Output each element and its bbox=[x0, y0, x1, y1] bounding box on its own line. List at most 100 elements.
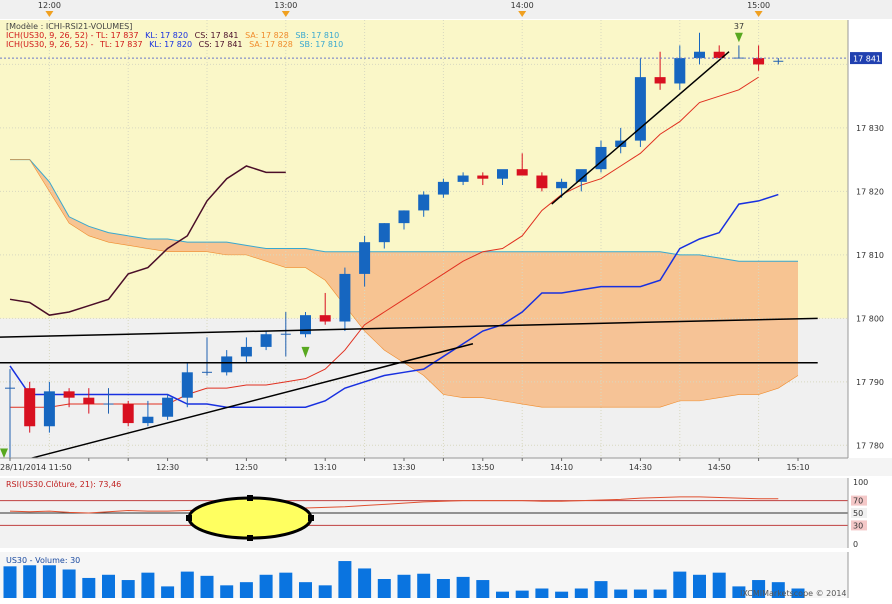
volume-bar bbox=[555, 591, 569, 598]
time-tick-label: 13:30 bbox=[392, 463, 415, 472]
volume-bar bbox=[220, 585, 234, 598]
time-tick-label: 12:30 bbox=[156, 463, 179, 472]
copyright: IXCMIMarketscope © 2014 bbox=[740, 589, 847, 598]
trendline bbox=[19, 343, 474, 462]
volume-bar bbox=[712, 572, 726, 598]
rsi-tick-box bbox=[851, 508, 867, 518]
volume-bar bbox=[82, 577, 96, 598]
time-tick-label: 14:30 bbox=[629, 463, 652, 472]
candle-body bbox=[319, 315, 331, 322]
candle-body bbox=[142, 416, 154, 424]
time-tick-label: 14:10 bbox=[550, 463, 573, 472]
volume-bar bbox=[397, 574, 411, 598]
rsi-tick-label: 30 bbox=[853, 521, 863, 530]
candle-body bbox=[595, 146, 607, 170]
volume-bar bbox=[515, 590, 529, 598]
tenkan-value: TL: 17 837 bbox=[100, 40, 143, 49]
volume-bar bbox=[299, 582, 312, 598]
ichimoku-id: ICH(US30, 9, 26, 52) - bbox=[6, 40, 94, 49]
candle-body bbox=[181, 372, 193, 398]
volume-bar bbox=[574, 588, 588, 598]
volume-bar bbox=[23, 565, 37, 598]
volume-bar bbox=[496, 591, 509, 598]
time-marker-icon bbox=[281, 11, 290, 17]
rsi-tick-label: 50 bbox=[853, 509, 863, 518]
time-tick-label: 13:50 bbox=[471, 463, 494, 472]
candle-body bbox=[240, 346, 252, 357]
candle-body bbox=[43, 391, 55, 427]
span-b-value: SB: 17 810 bbox=[295, 31, 340, 40]
volume-bar bbox=[673, 571, 687, 598]
rsi-tick-label: 70 bbox=[853, 497, 863, 506]
tenkan-sen-line bbox=[10, 76, 759, 408]
volume-label: US30 - Volume: 30 bbox=[6, 556, 81, 565]
green-arrow-icon bbox=[0, 448, 8, 458]
ellipse-handle bbox=[186, 515, 192, 521]
volume-bar bbox=[141, 572, 155, 598]
model-label: [Modèle : ICHI-RSI21-VOLUMES] bbox=[6, 22, 133, 31]
price-tick-label: 17 800 bbox=[856, 314, 884, 323]
candle-body bbox=[339, 273, 351, 322]
volume-bar bbox=[180, 571, 194, 598]
ichimoku-legend-row-1: ICH(US30, 9, 26, 52) - TL: 17 837 KL: 17… bbox=[6, 31, 343, 40]
time-marker-icon bbox=[518, 11, 527, 17]
price-tick-label: 17 820 bbox=[856, 187, 884, 196]
price-tick-label: 17 810 bbox=[856, 251, 884, 260]
volume-bar bbox=[633, 589, 647, 598]
point-label: 37 bbox=[734, 22, 744, 31]
volume-bar bbox=[791, 588, 805, 598]
volume-bar bbox=[358, 568, 372, 598]
chikou-span-line bbox=[9, 165, 286, 316]
top-time-label: 13:00 bbox=[274, 1, 297, 10]
candle-body bbox=[83, 397, 95, 405]
candle-body bbox=[359, 242, 371, 274]
candle-body bbox=[536, 175, 548, 189]
candle-body bbox=[122, 404, 134, 424]
top-time-label: 15:00 bbox=[747, 1, 770, 10]
trendline bbox=[0, 317, 818, 338]
rsi-tick-box bbox=[851, 477, 867, 487]
candle-body bbox=[300, 315, 311, 335]
candle-body bbox=[634, 77, 646, 141]
volume-bar bbox=[476, 580, 490, 598]
ellipse-handle bbox=[308, 515, 314, 521]
senkou-span-b-line bbox=[10, 159, 798, 262]
kijun-value: KL: 17 820 bbox=[145, 31, 189, 40]
candle-body bbox=[457, 175, 469, 182]
time-tick-label: 13:10 bbox=[314, 463, 337, 472]
volume-bar bbox=[279, 572, 293, 598]
candle-body bbox=[260, 334, 272, 347]
candle-body bbox=[63, 391, 75, 398]
time-tick-label: 28/11/2014 11:50 bbox=[0, 463, 72, 472]
candle-body bbox=[575, 169, 587, 182]
volume-bar bbox=[239, 582, 253, 598]
price-tick-label: 17 790 bbox=[856, 378, 884, 387]
candle-body bbox=[477, 175, 489, 179]
volume-bar bbox=[42, 565, 56, 598]
span-a-value: SA: 17 828 bbox=[249, 40, 293, 49]
rsi-tick-label: 0 bbox=[853, 540, 858, 549]
time-tick-label: 15:10 bbox=[786, 463, 809, 472]
volume-bar bbox=[456, 576, 470, 598]
chikou-value: CS: 17 841 bbox=[198, 40, 243, 49]
candle-body bbox=[437, 181, 449, 195]
candle-body bbox=[221, 356, 233, 373]
volume-bar bbox=[161, 586, 175, 598]
candle-body bbox=[497, 169, 508, 179]
candle-body bbox=[654, 77, 666, 84]
volume-bar bbox=[417, 573, 431, 598]
volume-bar bbox=[102, 574, 115, 598]
time-tick-label: 14:50 bbox=[708, 463, 731, 472]
top-time-label: 12:00 bbox=[38, 1, 61, 10]
ellipse-handle bbox=[247, 535, 253, 541]
rsi-tick-box bbox=[851, 539, 867, 549]
rsi-tick-box bbox=[851, 495, 867, 506]
volume-bar bbox=[653, 589, 667, 598]
ichimoku-legend-row-2: ICH(US30, 9, 26, 52) - TL: 17 837 KL: 17… bbox=[6, 40, 347, 49]
time-marker-icon bbox=[754, 11, 763, 17]
span-b-value: SB: 17 810 bbox=[299, 40, 344, 49]
volume-bar bbox=[377, 579, 391, 598]
rsi-label: RSI(US30.Clôture, 21): 73,46 bbox=[6, 480, 122, 489]
volume-bar bbox=[614, 589, 628, 598]
